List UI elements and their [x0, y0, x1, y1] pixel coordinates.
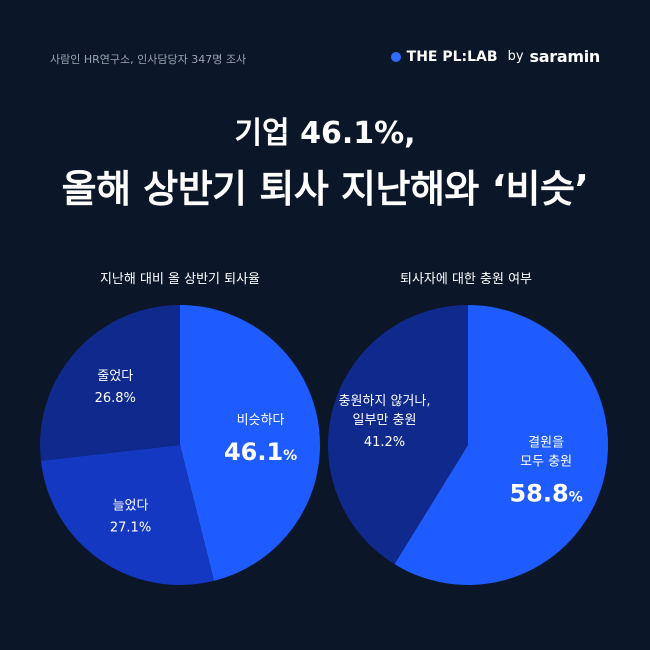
brand-dot-icon	[390, 51, 401, 62]
brand-name: THE PL:LAB	[406, 48, 498, 65]
pie2-slice-2	[328, 305, 468, 565]
svg-text:충원하지 않거나,: 충원하지 않거나,	[338, 394, 430, 409]
pie2-slice-1	[394, 305, 609, 585]
brand-by: by	[507, 49, 524, 64]
pie1-slice-1	[180, 305, 321, 581]
svg-text:결원을: 결원을	[528, 436, 564, 451]
chart-title-turnover: 지난해 대비 올 상반기 퇴사율	[99, 272, 261, 287]
pie1-slice-3	[40, 305, 180, 461]
svg-text:모두 충원: 모두 충원	[520, 455, 572, 470]
pie1-label-2: 늘었다 27.1%	[110, 498, 151, 535]
svg-text:26.8%: 26.8%	[95, 391, 136, 406]
headline-line2: 올해 상반기 퇴사 지난해와 ‘비슷’	[61, 167, 589, 211]
svg-text:41.2%: 41.2%	[364, 435, 405, 450]
pie2-label-2: 충원하지 않거나, 일부만 충원 41.2%	[338, 394, 430, 450]
svg-text:줄었다: 줄었다	[97, 369, 133, 384]
brand-logo: THE PL:LAB by saramin	[390, 47, 601, 66]
headline-line1: 기업 46.1%,	[234, 116, 416, 151]
brand-partner: saramin	[529, 47, 601, 66]
svg-text:비슷하다: 비슷하다	[237, 413, 285, 428]
pie1-label-3: 줄었다 26.8%	[95, 369, 136, 406]
svg-text:일부만 충원: 일부만 충원	[353, 413, 417, 428]
pie1-slice-2	[40, 445, 214, 585]
chart-title-replacement: 퇴사자에 대한 충원 여부	[400, 272, 532, 287]
svg-text:27.1%: 27.1%	[110, 520, 151, 535]
svg-text:늘었다: 늘었다	[113, 498, 149, 513]
source-note: 사람인 HR연구소, 인사담당자 347명 조사	[50, 53, 247, 66]
